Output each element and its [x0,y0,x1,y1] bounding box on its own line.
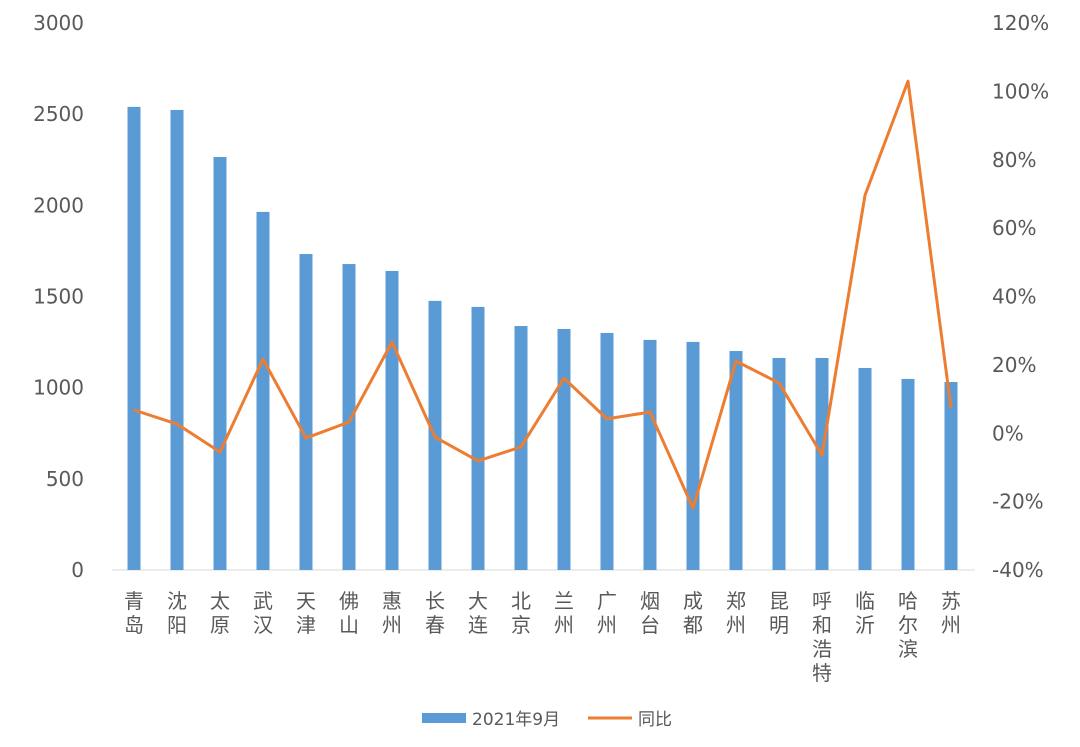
right-tick-label: 80% [992,148,1036,172]
bar [256,211,270,570]
bar [772,357,786,570]
category-label: 哈尔滨 [898,589,918,661]
line-point [907,80,909,82]
bar [729,351,743,570]
category-label: 佛山 [339,589,359,637]
left-tick-label: 2500 [33,102,84,126]
category-label: 武汉 [253,589,273,637]
bar [901,378,915,570]
left-tick-label: 2000 [33,193,84,217]
category-label: 苏州 [941,589,961,637]
category-label: 成都 [683,589,703,637]
legend: 2021年9月 同比 [422,710,672,730]
category-label: 昆明 [769,589,789,637]
line-point [692,507,694,509]
bar [127,106,141,570]
line-point [606,418,608,420]
line-point [735,360,737,362]
bar [815,357,829,570]
line-point [133,409,135,411]
category-label: 惠州 [382,589,402,637]
right-tick-label: 120% [992,11,1049,35]
left-tick-label: 1500 [33,285,84,309]
line-point [262,358,264,360]
category-label: 呼和浩特 [812,589,832,685]
line-point [391,341,393,343]
line-point [348,421,350,423]
category-label: 郑州 [726,589,746,637]
category-label: 广州 [597,589,617,637]
line-point [176,423,178,425]
bar [600,332,614,570]
left-tick-label: 500 [46,467,84,491]
left-tick-label: 0 [71,558,84,582]
bar [471,306,485,570]
line-point [649,411,651,413]
line-point [477,460,479,462]
line-point [434,436,436,438]
right-tick-label: 0% [992,421,1024,445]
bar [944,382,958,570]
line-point [305,437,307,439]
bar [557,328,571,570]
category-label: 临沂 [855,589,875,637]
line-point [778,382,780,384]
right-tick-label: -20% [992,490,1044,514]
bar [643,339,657,570]
yoy-line [133,79,953,510]
legend-label-bar: 2021年9月 [472,710,560,730]
category-label: 烟台 [640,589,660,637]
category-label: 沈阳 [167,589,187,637]
right-tick-label: 20% [992,353,1036,377]
line-point [219,451,221,453]
line-series [133,79,953,510]
category-label: 天津 [296,589,316,637]
right-tick-label: 40% [992,285,1036,309]
category-label: 青岛 [124,589,144,637]
bar [385,270,399,570]
category-label: 兰州 [554,589,574,637]
right-axis-ticks: -40% -20% 0% 20% 40% 60% 80% 100% 120% [992,11,1049,582]
right-tick-label: 100% [992,79,1049,103]
bar [342,264,356,570]
category-label: 大连 [468,589,488,637]
bar [686,341,700,570]
category-label: 北京 [511,589,531,637]
bar [858,367,872,570]
line-point [520,446,522,448]
line-point [821,454,823,456]
bar [170,109,184,571]
legend-swatch-bar [422,713,466,723]
left-tick-label: 1000 [33,376,84,400]
bar [213,157,227,570]
line-point [563,377,565,379]
line-point [864,194,866,196]
right-tick-label: -40% [992,558,1044,582]
legend-label-line: 同比 [638,710,672,730]
bar [299,254,313,570]
category-label: 长春 [425,589,445,637]
right-tick-label: 60% [992,216,1036,240]
left-tick-label: 3000 [33,11,84,35]
left-axis-ticks: 0 500 1000 1500 2000 2500 3000 [33,11,84,582]
line-point [950,407,952,409]
bars [127,106,958,571]
category-label: 太原 [210,589,230,637]
